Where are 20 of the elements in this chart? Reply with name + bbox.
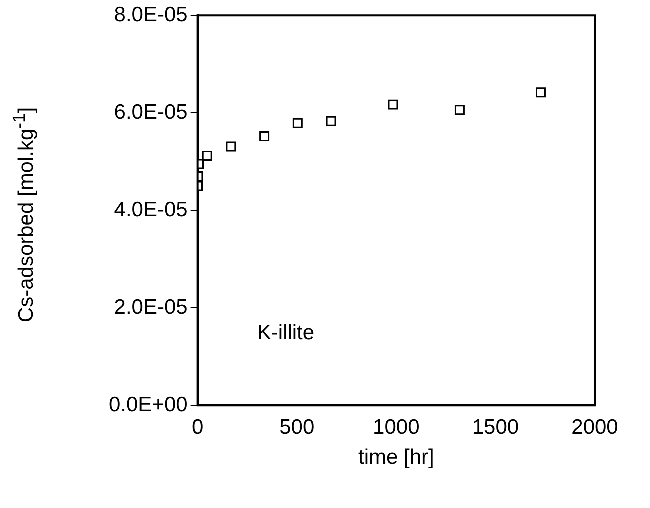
y-tick-label: 2.0E-05 — [114, 296, 188, 319]
x-tick-label: 2000 — [572, 416, 618, 439]
point — [536, 88, 546, 98]
x-tick-label: 1000 — [373, 416, 420, 439]
y-tick-label: 4.0E-05 — [114, 198, 188, 222]
annotation: K-illite — [257, 321, 315, 344]
point — [202, 151, 212, 161]
point — [454, 105, 465, 116]
x-tick-label: 500 — [280, 416, 315, 439]
point — [326, 116, 336, 126]
y-tick-label: 8.0E-05 — [114, 3, 188, 26]
point — [260, 132, 270, 142]
x-tick-label: 1500 — [472, 416, 520, 439]
x-axis-title: time [hr] — [358, 446, 434, 470]
point — [226, 142, 236, 152]
y-tick-label: 0.0E+00 — [108, 393, 188, 416]
x-tick-label: 0 — [192, 416, 204, 439]
point — [292, 118, 303, 128]
point — [388, 100, 398, 110]
y-tick-label: 6.0E-05 — [114, 100, 188, 124]
